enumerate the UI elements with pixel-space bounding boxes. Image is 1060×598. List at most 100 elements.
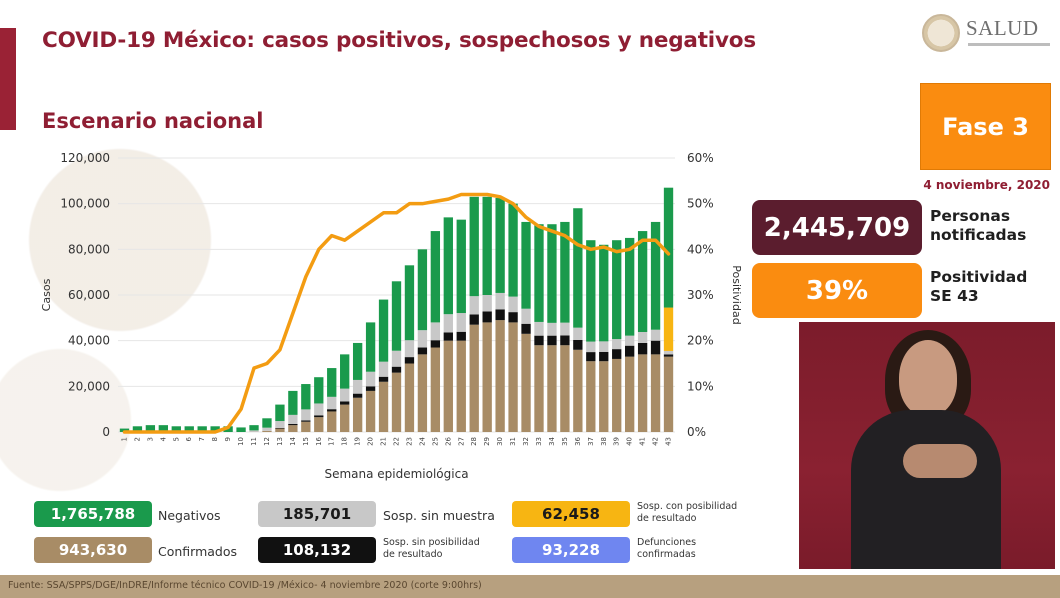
bar-segment — [534, 335, 544, 346]
legend-negatives-label: Negativos — [158, 508, 221, 523]
bar-segment — [430, 322, 441, 341]
bar-segment — [599, 244, 609, 342]
bar-segment — [624, 356, 635, 432]
bar-segment — [340, 354, 350, 389]
x-tick-label: 41 — [639, 437, 647, 446]
bar-segment — [145, 425, 156, 432]
bar-segment — [301, 421, 311, 432]
bar-segment — [391, 281, 402, 351]
bar-segment — [378, 299, 389, 362]
bar-segment — [430, 231, 441, 323]
bar-segment — [586, 352, 596, 362]
bar-segment — [443, 332, 453, 341]
bar-segment — [560, 335, 570, 346]
legend-sosp-sin-posibilidad-line-2: de resultado — [383, 549, 443, 560]
x-tick-label: 8 — [211, 437, 219, 441]
bar-segment — [637, 342, 648, 355]
y2-tick-label: 60% — [687, 151, 714, 165]
x-tick-label: 4 — [159, 436, 167, 441]
bar-segment — [340, 401, 350, 405]
sign-language-interpreter-video — [799, 322, 1055, 569]
bar-segment — [288, 414, 298, 425]
x-tick-label: 11 — [250, 437, 258, 446]
bar-segment — [314, 377, 324, 404]
y-tick-label: 120,000 — [60, 151, 110, 165]
y-tick-label: 80,000 — [68, 242, 110, 256]
page-subtitle: Escenario nacional — [42, 109, 264, 133]
bar-segment — [404, 265, 415, 341]
bar-segment — [637, 354, 648, 432]
bar-segment — [521, 308, 531, 324]
x-tick-label: 15 — [302, 437, 310, 446]
bar-segment — [132, 426, 143, 432]
y2-tick-label: 40% — [687, 242, 714, 256]
bar-segment — [560, 221, 570, 323]
bar-segment — [456, 219, 466, 314]
x-axis-label: Semana epidemiológica — [324, 467, 468, 481]
bar-segment — [391, 366, 402, 373]
bar-segment — [404, 357, 415, 364]
bar-segment — [560, 345, 570, 432]
x-tick-label: 26 — [444, 436, 452, 445]
y2-tick-label: 20% — [687, 334, 714, 348]
bar-segment — [650, 354, 661, 432]
x-tick-label: 37 — [587, 437, 595, 446]
bar-segment — [612, 349, 622, 359]
bar-segment — [430, 340, 441, 348]
bar-segment — [391, 372, 402, 432]
bar-segment — [314, 417, 324, 432]
legend-deaths-line-2: confirmadas — [637, 549, 696, 560]
bar-segment — [327, 409, 337, 412]
x-tick-label: 33 — [535, 437, 543, 446]
y-tick-label: 20,000 — [68, 379, 110, 393]
legend-sosp-con-posibilidad-line-2: de resultado — [637, 513, 697, 524]
bar-segment — [534, 224, 544, 322]
x-tick-label: 28 — [470, 437, 478, 446]
bar-segment — [495, 320, 505, 432]
y-tick-label: 60,000 — [68, 288, 110, 302]
x-tick-label: 27 — [457, 437, 465, 446]
x-tick-label: 40 — [626, 437, 634, 446]
x-tick-label: 35 — [561, 437, 569, 446]
x-tick-label: 1 — [120, 437, 128, 441]
phase-badge: Fase 3 — [920, 83, 1051, 170]
x-tick-label: 16 — [315, 436, 323, 445]
legend-confirmed-label: Confirmados — [158, 544, 238, 559]
accent-bar — [0, 28, 16, 130]
bar-segment — [275, 421, 285, 428]
bar-segment — [508, 322, 518, 432]
bar-segment — [624, 345, 635, 357]
x-tick-label: 39 — [613, 437, 621, 446]
x-tick-label: 6 — [185, 436, 193, 441]
bar-segment — [417, 330, 428, 348]
page-title: COVID-19 México: casos positivos, sospec… — [42, 28, 756, 53]
legend-deaths-box: 93,228 — [512, 537, 630, 563]
bar-segment — [391, 350, 402, 367]
bar-segment — [417, 249, 428, 331]
bar-segment — [534, 345, 544, 432]
bar-segment — [586, 361, 596, 432]
bar-segment — [262, 427, 272, 431]
bar-segment — [404, 340, 415, 358]
x-tick-label: 38 — [600, 437, 608, 446]
bar-segment — [378, 361, 389, 377]
x-tick-label: 36 — [574, 436, 582, 445]
y2-tick-label: 50% — [687, 197, 714, 211]
bar-segment — [547, 224, 557, 323]
bar-segment — [508, 296, 518, 313]
bar-segment — [663, 354, 674, 357]
bar-segment — [495, 197, 505, 293]
bar-segment — [508, 312, 518, 323]
legend-deaths-label: Defunciones confirmadas — [637, 537, 696, 561]
bar-segment — [508, 203, 518, 297]
positivity-label-line-2: SE 43 — [930, 287, 979, 305]
positivity-line — [122, 192, 671, 434]
bar-segment — [663, 350, 674, 355]
bar-segment — [340, 388, 350, 402]
y2-tick-label: 0% — [687, 425, 706, 439]
y2-tick-label: 30% — [687, 288, 714, 302]
bar-segment — [599, 361, 609, 432]
bar-segment — [288, 424, 298, 426]
bar-segment — [365, 386, 376, 391]
footer-source: Fuente: SSA/SPPS/DGE/InDRE/Informe técni… — [8, 580, 482, 591]
